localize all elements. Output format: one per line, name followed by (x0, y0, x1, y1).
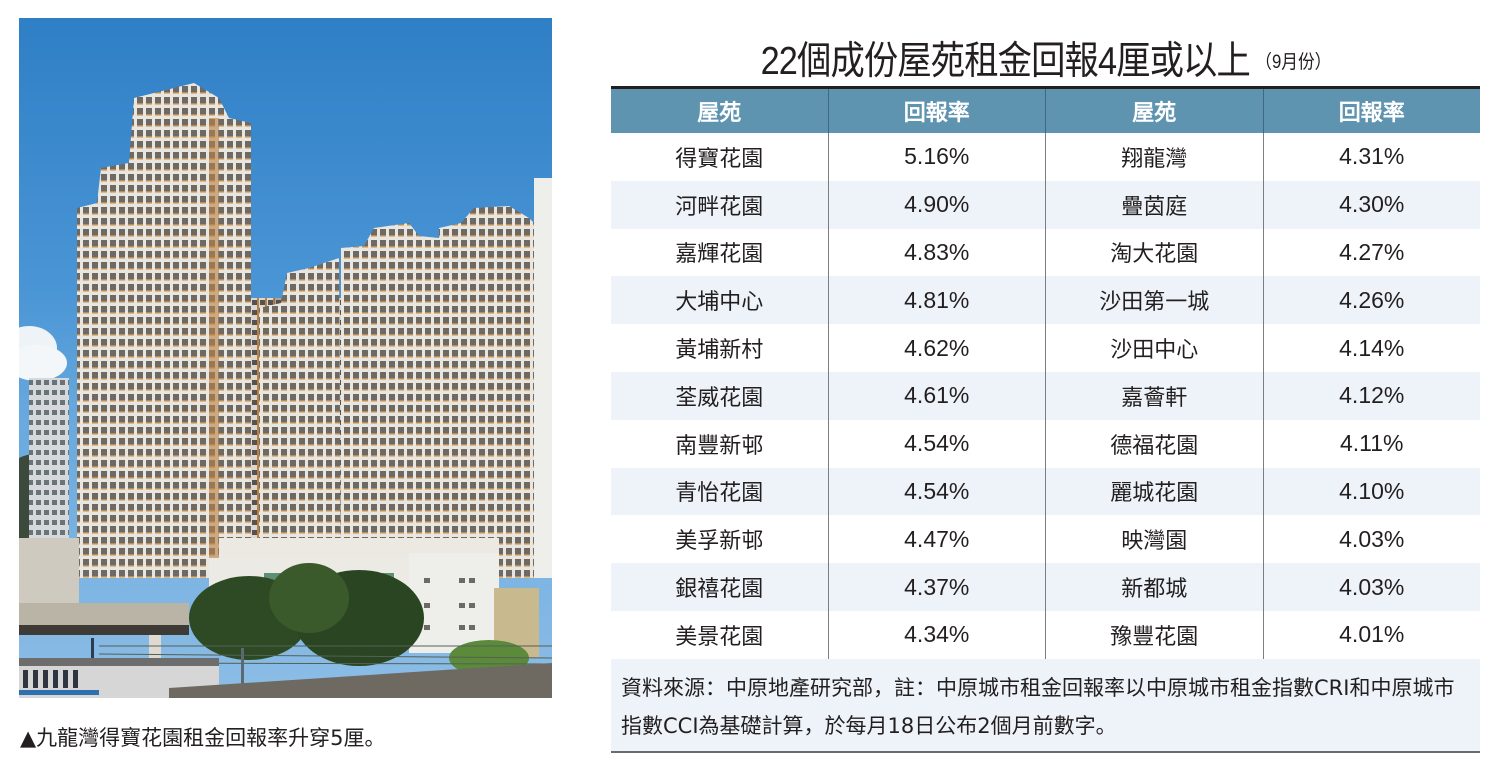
yield-cell: 4.03% (1339, 573, 1405, 600)
yield-cell: 4.01% (1339, 621, 1405, 648)
estate-cell: 嘉輝花園 (611, 228, 829, 277)
estate-cell: 美孚新邨 (611, 515, 829, 564)
yield-cell: 4.14% (1339, 334, 1405, 361)
estate-cell: 河畔花園 (611, 180, 829, 229)
estate-cell: 嘉薈軒 (1046, 371, 1264, 420)
table-header: 屋苑 回報率 屋苑 回報率 (611, 89, 1480, 133)
table-row: 銀禧花園 4.37% 新都城 4.03% (611, 563, 1480, 611)
triangle-marker-icon: ▲ (20, 726, 37, 750)
estate-cell: 南豐新邨 (611, 419, 829, 468)
estate-cell: 翔龍灣 (1046, 133, 1264, 181)
yield-cell: 4.30% (1339, 191, 1405, 218)
yield-cell: 4.11% (1339, 430, 1404, 457)
yield-cell: 4.90% (829, 180, 1046, 229)
table-row: 嘉輝花園 4.83% 淘大花園 4.27% (611, 228, 1480, 277)
estate-cell: 麗城花園 (1046, 467, 1264, 516)
estate-cell: 得寶花園 (611, 133, 829, 181)
estate-cell: 黃埔新村 (611, 324, 829, 372)
yield-cell: 4.03% (1339, 525, 1405, 552)
yield-cell: 4.47% (829, 515, 1046, 564)
yield-cell: 4.54% (829, 467, 1046, 516)
table-body: 得寶花園 5.16% 翔龍灣 4.31% 河畔花園 4.90% 疊茵庭 4.30… (611, 133, 1480, 659)
column-header-yield: 回報率 (1338, 101, 1405, 126)
table-row: 荃威花園 4.61% 嘉薈軒 4.12% (611, 371, 1480, 420)
yield-cell: 4.54% (829, 419, 1046, 468)
table-title-main: 22個成份屋苑租金回報4厘或以上 (760, 40, 1251, 83)
rental-yield-table: 屋苑 回報率 屋苑 回報率 得寶花園 5.16% 翔龍灣 4.31% 河畔花園 … (611, 86, 1480, 753)
table-row: 得寶花園 5.16% 翔龍灣 4.31% (611, 133, 1480, 181)
photo-caption: ▲九龍灣得寶花園租金回報率升穿5厘。 (20, 722, 386, 752)
estate-cell: 美景花園 (611, 610, 829, 659)
column-header-estate: 屋苑 (611, 89, 829, 133)
yield-cell: 4.12% (1339, 382, 1405, 409)
yield-cell: 4.26% (1339, 286, 1405, 313)
yield-cell: 4.31% (1339, 143, 1405, 170)
column-header-yield: 回報率 (829, 89, 1046, 133)
estate-cell: 德福花園 (1046, 419, 1264, 468)
buildings-illustration (19, 83, 552, 698)
estate-cell: 疊茵庭 (1046, 180, 1264, 229)
estate-cell: 荃威花園 (611, 371, 829, 420)
estate-cell: 淘大花園 (1046, 228, 1264, 277)
estate-photo (19, 18, 552, 698)
yield-cell: 4.61% (829, 371, 1046, 420)
table-title-sub: （9月份） (1255, 52, 1332, 73)
estate-cell: 沙田中心 (1046, 324, 1264, 372)
estate-cell: 新都城 (1046, 563, 1264, 611)
yield-cell: 4.27% (1339, 238, 1405, 265)
estate-cell: 沙田第一城 (1046, 276, 1264, 325)
table-row: 青怡花園 4.54% 麗城花園 4.10% (611, 467, 1480, 516)
yield-cell: 4.81% (829, 276, 1046, 325)
table-row: 南豐新邨 4.54% 德福花園 4.11% (611, 419, 1480, 468)
table-title: 22個成份屋苑租金回報4厘或以上 （9月份） (663, 30, 1429, 86)
estate-cell: 銀禧花園 (611, 563, 829, 611)
column-header-estate: 屋苑 (1046, 89, 1264, 133)
yield-cell: 4.10% (1339, 477, 1405, 504)
table-row: 河畔花園 4.90% 疊茵庭 4.30% (611, 180, 1480, 229)
yield-cell: 4.34% (829, 610, 1046, 659)
estate-cell: 大埔中心 (611, 276, 829, 325)
table-row: 美孚新邨 4.47% 映灣園 4.03% (611, 515, 1480, 564)
yield-cell: 4.83% (829, 228, 1046, 277)
source-footnote: 資料來源：中原地產研究部，註：中原城市租金回報率以中原城市租金指數CRI和中原城… (611, 658, 1480, 753)
estate-cell: 映灣園 (1046, 515, 1264, 564)
yield-cell: 4.37% (829, 563, 1046, 611)
estate-cell: 豫豐花園 (1046, 610, 1264, 659)
estate-cell: 青怡花園 (611, 467, 829, 516)
yield-cell: 5.16% (829, 133, 1046, 181)
caption-text: 九龍灣得寶花園租金回報率升穿5厘。 (36, 726, 386, 750)
yield-cell: 4.62% (829, 324, 1046, 372)
table-row: 美景花園 4.34% 豫豐花園 4.01% (611, 610, 1480, 659)
table-row: 黃埔新村 4.62% 沙田中心 4.14% (611, 324, 1480, 372)
table-row: 大埔中心 4.81% 沙田第一城 4.26% (611, 276, 1480, 325)
